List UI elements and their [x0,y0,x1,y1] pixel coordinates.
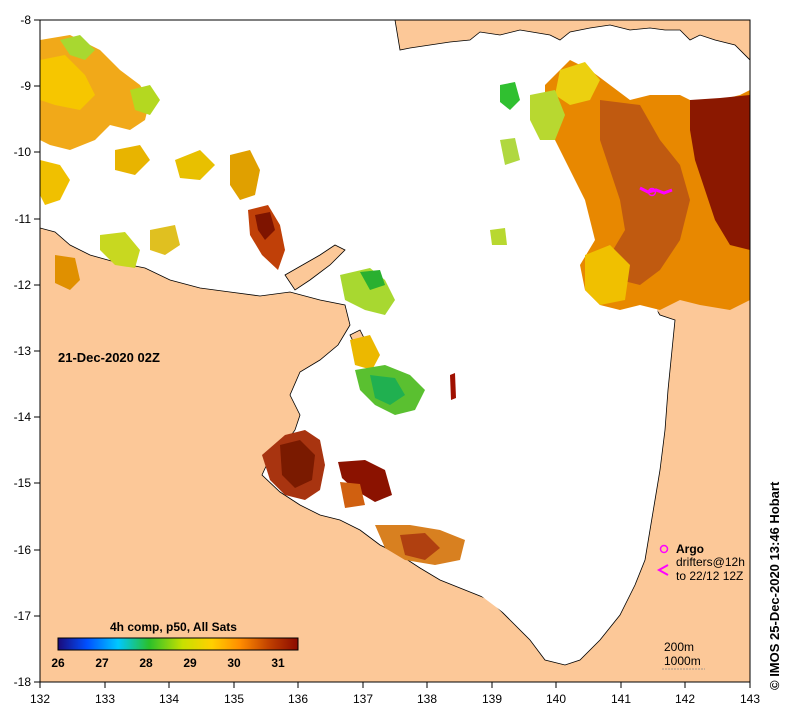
argo-label: Argo [676,542,704,556]
y-tick-label: -10 [14,145,32,159]
colorbar-tick: 26 [51,656,65,670]
y-axis [34,19,40,683]
date-label: 21-Dec-2020 02Z [58,350,160,365]
x-tick-label: 139 [482,692,502,706]
x-axis [39,682,751,688]
argo-symbol [659,544,669,554]
colorbar-tick: 31 [271,656,285,670]
y-tick-label: -11 [15,212,32,226]
colorbar-title: 4h comp, p50, All Sats [110,620,237,634]
x-tick-label: 143 [740,692,760,706]
y-tick-label: -9 [20,79,31,93]
y-tick-label: -16 [14,543,32,557]
x-tick-label: 140 [546,692,566,706]
drifters-range: to 22/12 12Z [676,569,743,583]
credit-text: © IMOS 25-Dec-2020 13:46 Hobart [767,481,782,690]
y-tick-label: -18 [14,675,32,689]
x-tick-label: 142 [675,692,695,706]
x-tick-label: 132 [30,692,50,706]
x-tick-label: 136 [288,692,308,706]
colorbar-gradient [57,637,299,651]
colorbar-tick: 27 [95,656,109,670]
x-tick-label: 133 [95,692,115,706]
isobath-1000m: 1000m [664,654,701,668]
marker-legend: Argo drifters@12h to 22/12 12Z [656,542,745,583]
y-tick-label: -14 [14,410,32,424]
drifter-tracks [639,186,673,197]
isobath-legend: 200m 1000m [662,640,705,670]
colorbar: 4h comp, p50, All Sats 26 27 28 29 30 31 [51,620,299,670]
colorbar-tick: 30 [227,656,241,670]
colorbar-tick: 29 [183,656,197,670]
y-tick-label: -13 [14,344,32,358]
sst-patches [40,35,750,565]
y-tick-label: -8 [20,13,31,27]
y-tick-label: -17 [14,609,32,623]
drifters-label: drifters@12h [676,555,745,569]
x-tick-label: 134 [159,692,179,706]
x-tick-label: 141 [611,692,631,706]
colorbar-tick: 28 [139,656,153,670]
x-tick-label: 135 [224,692,244,706]
y-tick-label: -12 [14,278,32,292]
isobath-200m: 200m [664,640,694,654]
y-tick-label: -15 [14,476,32,490]
x-tick-label: 138 [417,692,437,706]
x-tick-label: 137 [353,692,373,706]
drifter-symbol [656,564,669,576]
